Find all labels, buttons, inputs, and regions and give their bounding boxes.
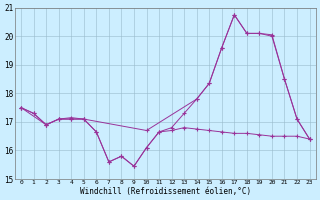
X-axis label: Windchill (Refroidissement éolien,°C): Windchill (Refroidissement éolien,°C): [80, 187, 251, 196]
